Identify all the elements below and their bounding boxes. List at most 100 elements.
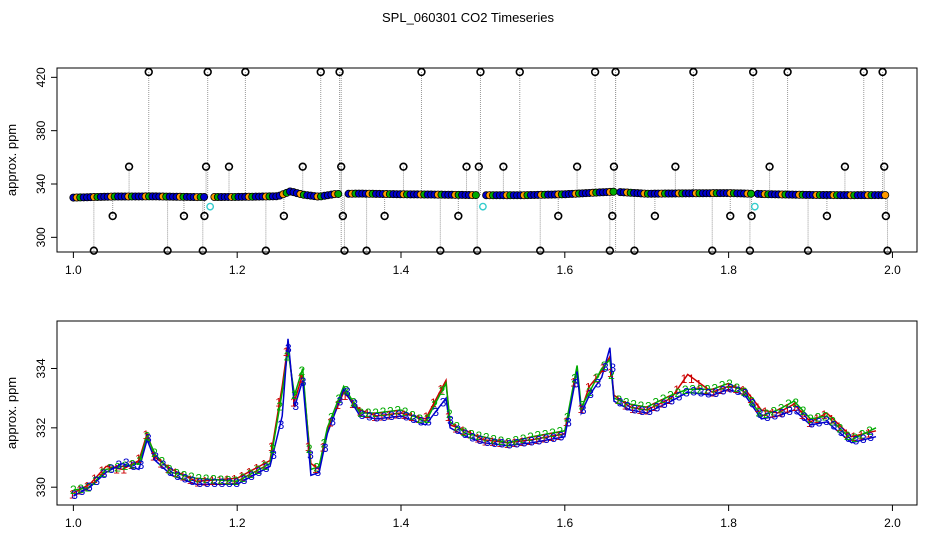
series-1-marker: 1 <box>253 461 260 475</box>
series-2-marker: 2 <box>217 473 224 487</box>
series-3-marker: 3 <box>801 410 808 424</box>
series-2-marker: 2 <box>92 474 99 488</box>
bottom-x-tick-label: 1.4 <box>393 516 410 530</box>
bottom-x-axis: 1.0 1.2 1.4 1.6 1.8 2.0 <box>65 505 901 530</box>
series-3-marker: 3 <box>676 389 683 403</box>
top-y-tick-label: 300 <box>34 227 48 247</box>
series-1-marker: 1 <box>231 473 238 487</box>
series-3-marker: 3 <box>816 415 823 429</box>
series-2-marker: 2 <box>328 410 335 424</box>
series-3-marker: 3 <box>491 436 498 450</box>
series-3-marker: 3 <box>152 450 159 464</box>
series-2-marker: 2 <box>380 405 387 419</box>
series-1-marker: 1 <box>69 487 76 501</box>
series-3-marker: 3 <box>285 342 292 356</box>
series-1-marker: 1 <box>327 415 334 429</box>
series-1-marker: 1 <box>496 436 503 450</box>
top-outlier-marker <box>840 162 850 171</box>
top-outlier-marker <box>417 67 426 77</box>
series-1-marker: 1 <box>813 412 820 426</box>
series-1-marker: 1 <box>224 473 231 487</box>
series-3-marker: 3 <box>344 385 351 399</box>
series-2-marker: 2 <box>468 428 475 442</box>
bottom-y-tick-label: 334 <box>34 358 48 378</box>
series-1-marker: 1 <box>268 440 275 454</box>
series-1-marker: 1 <box>762 405 769 419</box>
series-3-marker: 3 <box>115 458 122 472</box>
series-1-marker: 1 <box>415 412 422 426</box>
series-1-marker: 1 <box>128 458 135 472</box>
series-1-marker: 1 <box>754 401 761 415</box>
top-outlier-marker <box>748 67 758 77</box>
series-1-marker: 1 <box>865 427 872 441</box>
series-3-marker: 3 <box>145 432 152 446</box>
series-2-marker: 2 <box>512 434 519 448</box>
series-2-marker: 2 <box>645 399 652 413</box>
series-2-marker: 2 <box>240 471 247 485</box>
series-3-marker: 3 <box>860 432 867 446</box>
series-1-marker: 1 <box>622 398 629 412</box>
series-3-marker: 3 <box>410 412 417 426</box>
series-2-marker: 2 <box>100 466 107 480</box>
series-1-marker: 1 <box>747 392 754 406</box>
top-outlier-marker <box>198 246 207 255</box>
series-1-marker: 1 <box>246 465 253 479</box>
top-outlier-marker <box>316 67 325 77</box>
series-3-marker: 3 <box>786 404 793 418</box>
top-outlier-marker <box>124 162 134 171</box>
top-outlier-marker <box>554 211 563 221</box>
series-1-marker: 1 <box>238 469 245 483</box>
series-3-marker: 3 <box>550 431 557 445</box>
top-x-tick-label: 1.6 <box>556 263 573 277</box>
series-3-marker: 3 <box>322 441 329 455</box>
top-outlier-marker <box>200 211 209 221</box>
bottom-x-tick-label: 1.0 <box>65 516 82 530</box>
top-outlier-marker <box>745 246 755 255</box>
series-1-marker: 1 <box>600 361 607 375</box>
series-3-marker: 3 <box>381 410 388 424</box>
series-2-marker: 2 <box>837 422 844 436</box>
series-1-marker: 1 <box>113 463 120 477</box>
series-2-marker: 2 <box>667 389 674 403</box>
series-3-marker: 3 <box>351 397 358 411</box>
top-outlier-marker <box>878 67 887 77</box>
series-1-marker: 1 <box>482 434 489 448</box>
series-3-marker: 3 <box>506 437 513 451</box>
bottom-y-axis-label: approx. ppm <box>4 377 19 449</box>
series-1-marker: 1 <box>710 386 717 400</box>
series-3-marker: 3 <box>130 459 137 473</box>
series-2-marker: 2 <box>549 426 556 440</box>
series-3-marker: 3 <box>211 476 218 490</box>
series-1-marker: 1 <box>607 366 614 380</box>
series-1-marker: 1 <box>91 472 98 486</box>
series-3-marker: 3 <box>440 395 447 409</box>
top-outlier-marker <box>279 211 289 221</box>
series-1-marker: 1 <box>695 378 702 392</box>
series-2-marker: 2 <box>394 403 401 417</box>
series-2-marker: 2 <box>542 427 549 441</box>
top-outlier-marker <box>609 162 619 171</box>
series-2-marker: 2 <box>365 406 372 420</box>
series-2-marker: 2 <box>77 482 84 496</box>
top-outlier-marker <box>611 67 620 77</box>
series-3-marker: 3 <box>219 476 226 490</box>
top-x-tick-label: 1.2 <box>229 263 246 277</box>
series-2-marker: 2 <box>711 381 718 395</box>
series-2-marker: 2 <box>210 473 217 487</box>
series-2-marker: 2 <box>313 460 320 474</box>
top-baseline-marker <box>334 189 343 198</box>
top-outlier-marker <box>650 211 660 221</box>
series-2-marker: 2 <box>461 425 468 439</box>
series-2-marker: 2 <box>372 406 379 420</box>
series-2-marker: 2 <box>851 431 858 445</box>
series-2-marker: 2 <box>276 399 283 413</box>
series-3-marker: 3 <box>661 397 668 411</box>
series-2-marker: 2 <box>335 392 342 406</box>
top-outlier-marker <box>462 162 471 171</box>
series-3-marker: 3 <box>565 415 572 429</box>
series-3-marker: 3 <box>572 376 579 390</box>
series-3-marker: 3 <box>867 430 874 444</box>
series-3-marker: 3 <box>639 404 646 418</box>
series-1-marker: 1 <box>828 413 835 427</box>
series-1-marker: 1 <box>504 437 511 451</box>
